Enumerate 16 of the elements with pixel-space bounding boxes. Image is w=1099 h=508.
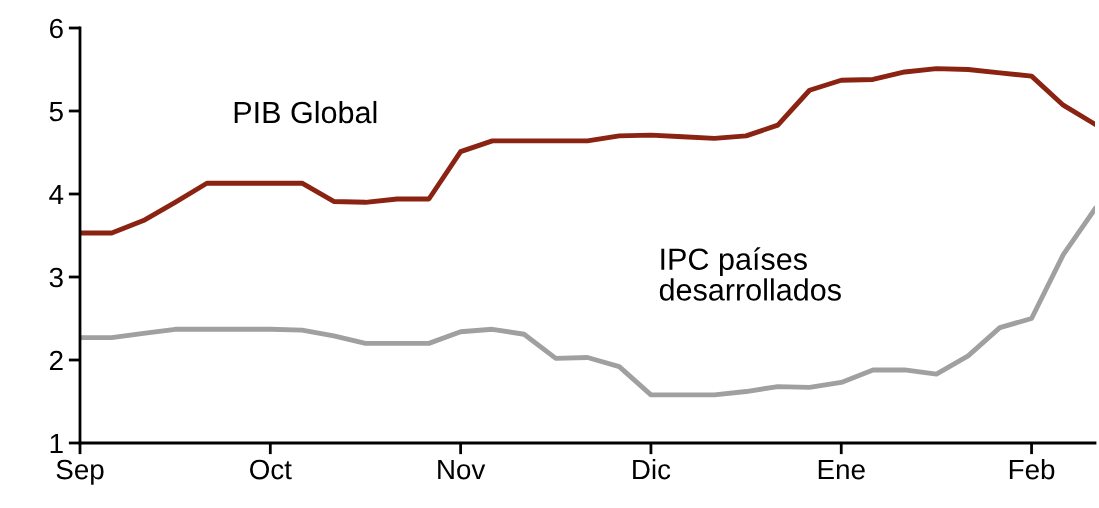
series-label: PIB Global	[234, 100, 377, 124]
y-tick-label: 2	[49, 350, 63, 371]
x-tick-label: Feb	[1009, 458, 1055, 480]
text: IPC países desarrollados	[659, 247, 841, 301]
y-tick-label: 3	[49, 267, 63, 288]
line-series	[80, 66, 1095, 236]
y-tick-label: 1	[50, 433, 63, 454]
y-tick-label: 5	[49, 101, 63, 122]
x-tick-label: Dic	[633, 458, 671, 480]
x-tick-label: Sep	[56, 459, 104, 485]
line-series	[80, 206, 1095, 398]
x-tick-label: Oct	[250, 459, 292, 480]
y-tick-label: 4	[49, 184, 64, 205]
y-tick-label: 6	[49, 18, 63, 39]
x-tick-label: Ene	[818, 459, 865, 480]
x-tick-label: Nov	[438, 459, 486, 480]
